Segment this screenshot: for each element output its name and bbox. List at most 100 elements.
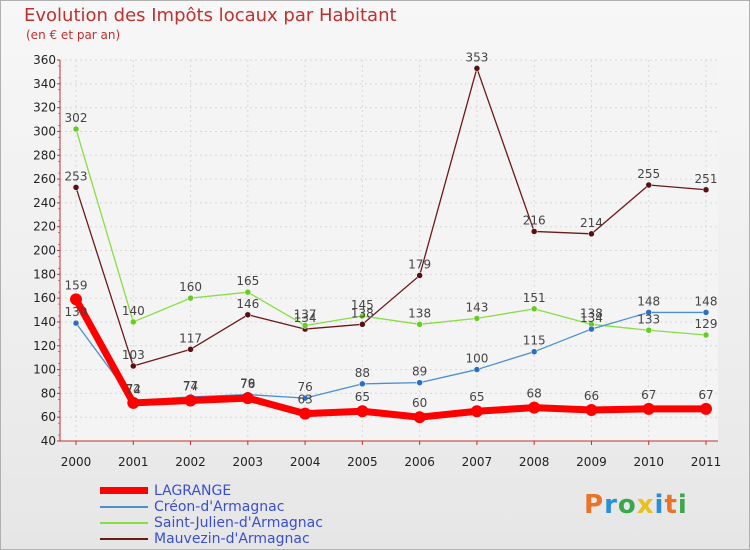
data-label: 76 <box>297 380 312 394</box>
data-point <box>473 366 481 373</box>
x-tick-label: 2006 <box>404 455 435 469</box>
proxiti-logo: Proxiti <box>584 490 688 520</box>
y-tick-label: 200 <box>33 244 56 258</box>
data-point <box>528 401 541 414</box>
data-label: 60 <box>412 396 427 410</box>
data-label: 115 <box>523 334 546 348</box>
data-point <box>359 321 366 328</box>
data-label: 129 <box>695 317 718 331</box>
data-point <box>700 402 712 415</box>
data-label: 148 <box>695 294 718 308</box>
series-line-3 <box>75 67 707 367</box>
data-label: 151 <box>523 291 546 305</box>
data-point <box>702 186 710 194</box>
data-label: 133 <box>637 312 660 326</box>
series-line-0 <box>72 295 710 421</box>
x-tick-label: 2002 <box>175 455 206 469</box>
y-tick-label: 160 <box>33 291 56 305</box>
x-tick-label: 2000 <box>61 455 92 469</box>
data-point <box>301 394 309 402</box>
x-tick-label: 2010 <box>633 455 664 469</box>
data-point <box>359 380 366 388</box>
x-tick-label: 2009 <box>576 455 607 469</box>
data-point <box>645 181 652 189</box>
legend-label: Saint-Julien-d'Armagnac <box>154 515 323 531</box>
x-tick-label: 2011 <box>691 455 722 469</box>
data-label: 251 <box>695 172 718 186</box>
data-label: 77 <box>183 379 198 393</box>
data-label: 353 <box>465 50 488 64</box>
data-point <box>470 405 483 418</box>
data-point <box>702 309 710 316</box>
data-point <box>473 65 481 72</box>
data-label: 179 <box>408 258 431 272</box>
data-point <box>187 294 194 302</box>
legend-item-saint-julien[interactable]: Saint-Julien-d'Armagnac <box>100 515 400 531</box>
data-label: 139 <box>65 305 88 319</box>
y-tick-label: 140 <box>33 315 56 329</box>
data-point <box>416 379 423 386</box>
legend-item-lagrange[interactable]: LAGRANGE <box>100 483 400 499</box>
data-point <box>416 272 423 279</box>
data-point <box>241 392 254 405</box>
data-point <box>130 362 137 370</box>
data-label: 159 <box>65 278 88 292</box>
y-tick-label: 340 <box>33 77 56 91</box>
y-tick-label: 260 <box>33 172 56 186</box>
data-label: 138 <box>580 306 603 320</box>
data-point <box>473 315 481 322</box>
data-point <box>645 327 652 334</box>
y-tick-label: 320 <box>33 101 56 115</box>
data-label: 103 <box>122 348 145 362</box>
data-label: 216 <box>523 213 546 227</box>
legend-item-creon[interactable]: Créon-d'Armagnac <box>100 499 400 515</box>
legend-label: LAGRANGE <box>154 483 232 499</box>
data-label: 76 <box>240 377 255 391</box>
data-point <box>530 348 538 355</box>
legend-label: Créon-d'Armagnac <box>154 499 285 515</box>
y-tick-label: 40 <box>41 434 56 448</box>
data-label: 134 <box>580 311 603 325</box>
data-label: 88 <box>355 366 370 380</box>
data-point <box>72 319 80 327</box>
data-label: 302 <box>65 111 88 125</box>
data-label: 67 <box>698 388 713 402</box>
data-point <box>585 404 598 417</box>
data-label: 165 <box>236 274 259 288</box>
data-label: 255 <box>637 167 660 181</box>
data-point <box>72 125 80 133</box>
data-label: 74 <box>183 380 198 394</box>
data-point <box>645 309 652 316</box>
data-point <box>642 402 655 415</box>
data-point <box>187 346 194 353</box>
data-point <box>359 312 366 320</box>
chart-title: Evolution des Impôts locaux par Habitant <box>24 5 397 26</box>
x-tick-label: 2007 <box>462 455 493 469</box>
data-label: 143 <box>465 300 488 314</box>
data-point <box>127 396 140 409</box>
data-point <box>356 405 369 418</box>
data-point <box>184 394 197 407</box>
data-label: 140 <box>122 304 145 318</box>
y-tick-label: 120 <box>33 339 56 353</box>
data-label: 72 <box>126 382 141 396</box>
data-label: 146 <box>236 297 259 311</box>
data-point <box>244 311 252 319</box>
x-tick-label: 2003 <box>233 455 264 469</box>
legend-swatch <box>100 538 148 540</box>
legend-item-mauvezin[interactable]: Mauvezin-d'Armagnac <box>100 531 400 547</box>
y-tick-label: 240 <box>33 196 56 210</box>
data-label: 138 <box>351 306 374 320</box>
data-point <box>244 288 252 296</box>
data-label: 145 <box>351 298 374 312</box>
y-tick-label: 100 <box>33 363 56 377</box>
data-label: 214 <box>580 216 603 230</box>
data-label: 74 <box>126 383 141 397</box>
data-point <box>416 321 423 328</box>
legend-swatch <box>100 522 148 524</box>
x-tick-label: 2005 <box>347 455 378 469</box>
chart-subtitle: (en € et par an) <box>26 28 121 42</box>
data-point <box>72 184 80 191</box>
data-label: 89 <box>412 365 427 379</box>
data-point <box>413 411 426 424</box>
